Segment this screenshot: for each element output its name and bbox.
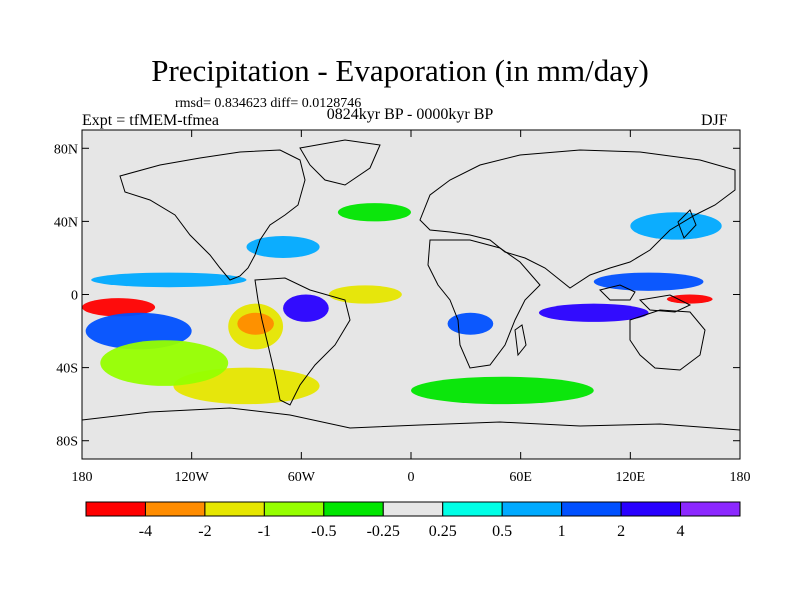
colorbar-label: 4 bbox=[677, 523, 685, 540]
field-region-5 bbox=[283, 294, 329, 322]
chart-title: Precipitation - Evaporation (in mm/day) bbox=[151, 53, 649, 88]
colorbar-swatch-8 bbox=[561, 501, 622, 517]
field-region-1 bbox=[85, 312, 192, 350]
y-tick-label: 80S bbox=[56, 435, 78, 450]
colorbar-swatch-3 bbox=[263, 501, 325, 517]
x-tick-label: 60W bbox=[288, 470, 316, 485]
x-tick-label: 180 bbox=[72, 470, 93, 485]
colorbar: -4 -2 -1 -0.5 -0.25 0.25 0.5 1 2 4 bbox=[85, 501, 741, 540]
field-region-8 bbox=[447, 312, 494, 335]
field-region-11 bbox=[666, 294, 713, 304]
y-tick-label: 80N bbox=[54, 142, 78, 157]
field-region-7 bbox=[328, 285, 402, 304]
coastlines bbox=[82, 139, 740, 431]
colorbar-label: -1 bbox=[258, 523, 271, 540]
colorbar-label: 0.25 bbox=[429, 523, 457, 540]
colorbar-swatch-7 bbox=[501, 501, 563, 517]
field-region-15 bbox=[337, 203, 412, 222]
colorbar-label: -0.5 bbox=[311, 523, 336, 540]
field-region-0 bbox=[82, 298, 156, 317]
colorbar-swatch-4 bbox=[323, 501, 384, 517]
colorbar-label: -4 bbox=[139, 523, 152, 540]
field-region-14 bbox=[411, 376, 594, 405]
x-tick-label: 60E bbox=[509, 470, 532, 485]
x-tick-label: 120E bbox=[616, 470, 646, 485]
field-region-2 bbox=[91, 272, 247, 288]
colorbar-label: 2 bbox=[617, 523, 625, 540]
field-region-10 bbox=[593, 272, 704, 291]
experiment-label: Expt = tfMEM-tfmea bbox=[82, 112, 219, 129]
axis-ticks: 180 120W 60W 0 60E 120E 180 80N 40N 0 40S 80S bbox=[54, 130, 751, 485]
colorbar-swatch-0 bbox=[85, 501, 146, 517]
field-regions bbox=[82, 203, 722, 405]
season-label: DJF bbox=[701, 112, 728, 129]
field-region-6 bbox=[246, 236, 320, 258]
stats-label: rmsd= 0.834623 diff= 0.0128746 bbox=[175, 96, 362, 111]
colorbar-swatch-5 bbox=[382, 501, 444, 517]
x-tick-label: 120W bbox=[175, 470, 210, 485]
field-region-4 bbox=[237, 312, 274, 335]
y-tick-label: 0 bbox=[71, 289, 78, 304]
colorbar-swatch-6 bbox=[442, 501, 503, 517]
y-tick-label: 40N bbox=[54, 215, 78, 230]
x-tick-label: 0 bbox=[408, 470, 415, 485]
colorbar-swatch-2 bbox=[204, 501, 265, 517]
plot-background bbox=[82, 130, 740, 459]
colorbar-label: 0.5 bbox=[492, 523, 512, 540]
period-label: 0824kyr BP - 0000kyr BP bbox=[326, 106, 494, 123]
field-region-13 bbox=[100, 340, 229, 386]
colorbar-swatch-10 bbox=[680, 501, 741, 517]
colorbar-label: 1 bbox=[558, 523, 566, 540]
colorbar-swatch-1 bbox=[144, 501, 206, 517]
x-tick-label: 180 bbox=[730, 470, 751, 485]
colorbar-swatch-9 bbox=[620, 501, 682, 517]
colorbar-label: -0.25 bbox=[367, 523, 400, 540]
colorbar-label: -2 bbox=[198, 523, 211, 540]
field-region-9 bbox=[538, 303, 649, 322]
y-tick-label: 40S bbox=[56, 362, 78, 377]
